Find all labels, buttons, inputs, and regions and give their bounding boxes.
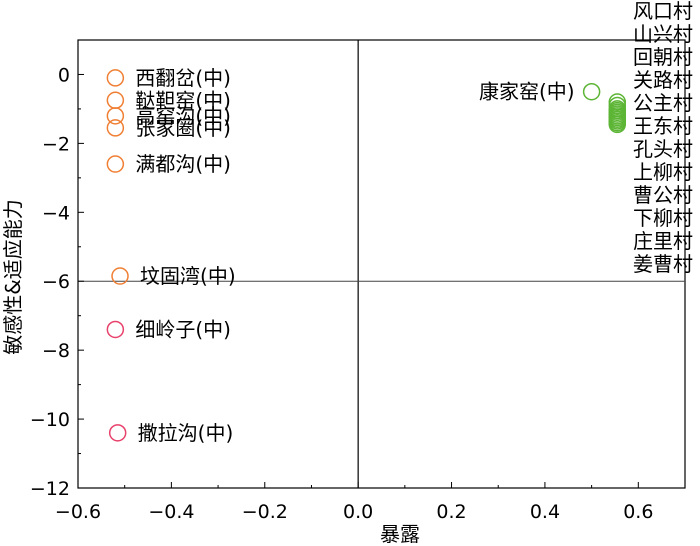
point-label: 细岭子(中) [135, 317, 231, 341]
point-label: 鞑靼窑(中) [135, 88, 231, 112]
data-point [111, 267, 129, 285]
x-tick-label: 0.6 [623, 501, 653, 523]
plot-frame [77, 39, 686, 489]
point-label: 满都沟(中) [135, 152, 231, 176]
point-label: 孔头村 [633, 137, 693, 161]
x-tick-label: −0.2 [242, 501, 288, 523]
point-label: 撒拉沟(中) [138, 421, 234, 445]
x-tick-label: 0.2 [436, 501, 466, 523]
data-point [108, 424, 127, 442]
point-label: 山兴村 [633, 22, 693, 46]
point-label: 上柳村 [633, 160, 693, 184]
data-points [106, 69, 627, 442]
y-tick-label: −10 [30, 409, 70, 431]
point-label: 康家窑(中) [479, 80, 575, 104]
x-axis-title: 暴露 [380, 522, 420, 546]
x-tick-label: −0.4 [148, 501, 194, 523]
data-point [106, 320, 125, 339]
y-tick-label: −2 [42, 133, 70, 155]
data-point [106, 91, 125, 110]
point-label: 张家圈(中) [135, 116, 231, 140]
y-axis-title: 敏感性&适应能力 [1, 199, 25, 355]
point-label: 西翻岔(中) [135, 66, 231, 90]
point-label: 公主村 [633, 91, 693, 115]
y-tick-label: −12 [30, 478, 70, 500]
x-tick-label: 0.4 [530, 501, 560, 523]
point-label: 关路村 [633, 68, 693, 92]
point-label: 风口村 [633, 0, 693, 23]
y-tick-label: −8 [42, 340, 70, 362]
data-point [608, 115, 627, 134]
data-point [106, 107, 125, 125]
y-tick-label: −6 [42, 271, 70, 293]
point-label: 高窑沟(中) [135, 104, 231, 128]
y-tick-label: 0 [58, 64, 70, 86]
point-labels: 西翻岔(中)鞑靼窑(中)高窑沟(中)张家圈(中) 满都沟(中) 坟固湾(中) 细岭子(… [135, 0, 693, 445]
reference-lines [78, 40, 685, 488]
x-tick-label: −0.6 [55, 501, 101, 523]
data-point [106, 119, 125, 137]
point-label: 坟固湾(中) [140, 264, 236, 288]
point-label: 曹公村 [633, 183, 693, 207]
y-tick-label: −4 [42, 202, 70, 224]
point-label: 王东村 [633, 114, 693, 138]
data-point [582, 82, 601, 101]
point-label: 庄里村 [633, 229, 693, 253]
axis-ticks: −0.6 −0.4 −0.2 0.0 0.2 0.4 0.6 0 −2 −4 −6 −8 −10 −12 [30, 64, 654, 523]
point-label: 回朝村 [633, 45, 693, 69]
x-tick-label: 0.0 [343, 501, 373, 523]
point-label: 下柳村 [633, 206, 693, 230]
data-point [106, 69, 125, 87]
data-point [106, 155, 125, 173]
point-label: 姜曹村 [633, 252, 693, 276]
plot-border [77, 39, 686, 489]
